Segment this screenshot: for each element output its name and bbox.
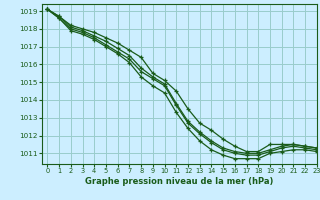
X-axis label: Graphe pression niveau de la mer (hPa): Graphe pression niveau de la mer (hPa) bbox=[85, 177, 273, 186]
